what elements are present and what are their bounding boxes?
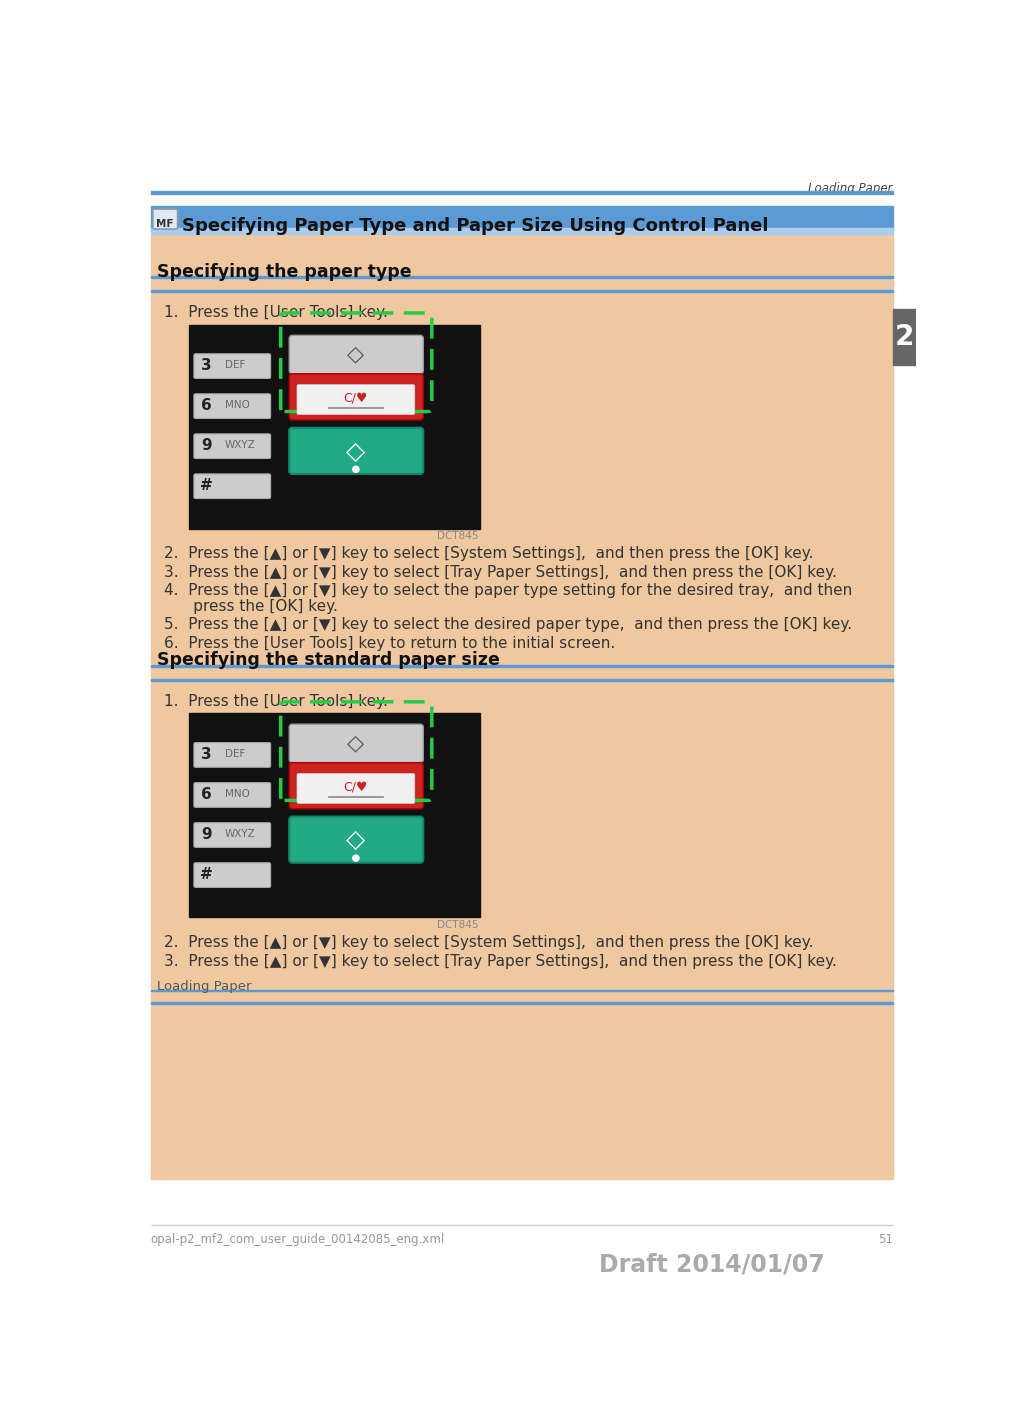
Text: Clear/Stop: Clear/Stop [320,766,392,780]
Text: 3: 3 [201,746,212,762]
FancyBboxPatch shape [193,823,271,847]
Text: ◇: ◇ [347,344,364,365]
Text: 3.  Press the [▲] or [▼] key to select [Tray Paper Settings],  and then press th: 3. Press the [▲] or [▼] key to select [T… [165,564,838,580]
FancyBboxPatch shape [153,209,177,229]
Text: 6.  Press the [User Tools] key to return to the initial screen.: 6. Press the [User Tools] key to return … [165,635,616,651]
Text: WXYZ: WXYZ [225,441,256,450]
Bar [189,713,479,918]
FancyBboxPatch shape [289,335,423,374]
FancyBboxPatch shape [193,743,271,767]
FancyBboxPatch shape [289,428,423,473]
Text: WXYZ: WXYZ [225,830,256,840]
Text: 6: 6 [201,787,212,801]
Text: 3.  Press the [▲] or [▼] key to select [Tray Paper Settings],  and then press th: 3. Press the [▲] or [▼] key to select [T… [165,953,838,969]
Text: 51: 51 [879,1233,893,1246]
Bar [151,990,893,992]
Text: #: # [200,867,213,882]
Bar [151,277,893,279]
Text: Specifying Paper Type and Paper Size Using Control Panel: Specifying Paper Type and Paper Size Usi… [181,217,768,234]
Text: Start: Start [339,816,373,828]
Text: 5.  Press the [▲] or [▼] key to select the desired paper type,  and then press t: 5. Press the [▲] or [▼] key to select th… [165,617,853,632]
Text: ◇: ◇ [346,828,365,853]
Text: 3: 3 [201,358,212,372]
Text: MNO: MNO [225,401,249,411]
FancyBboxPatch shape [289,763,423,809]
Text: User Tools: User Tools [321,726,391,740]
Text: 9: 9 [201,438,212,453]
FancyBboxPatch shape [193,433,271,459]
FancyBboxPatch shape [297,385,414,415]
Text: #: # [200,477,213,493]
Text: Specifying the standard paper size: Specifying the standard paper size [157,651,500,669]
Text: DCT845: DCT845 [437,919,478,929]
Bar [151,232,893,233]
Bar [189,324,479,529]
Text: Draft 2014/01/07: Draft 2014/01/07 [599,1252,825,1276]
FancyBboxPatch shape [297,773,414,803]
Text: 4.  Press the [▲] or [▼] key to select the paper type setting for the desired tr: 4. Press the [▲] or [▼] key to select th… [165,583,853,598]
Bar [151,1002,893,1003]
Text: MF: MF [157,219,174,229]
FancyBboxPatch shape [193,863,271,887]
Text: MNO: MNO [225,789,249,799]
FancyBboxPatch shape [193,473,271,499]
Text: DEF: DEF [225,749,245,759]
Text: 1.  Press the [User Tools] key.: 1. Press the [User Tools] key. [165,306,388,320]
Text: 9: 9 [201,827,212,841]
FancyBboxPatch shape [289,725,423,763]
Text: ◇: ◇ [347,733,364,753]
Text: User Tools: User Tools [321,338,391,351]
Circle shape [353,855,359,861]
Bar [893,310,916,365]
Text: press the [OK] key.: press the [OK] key. [165,598,338,614]
FancyBboxPatch shape [289,374,423,421]
Text: ◇: ◇ [346,439,365,463]
Text: 2: 2 [895,323,914,351]
Bar [151,192,893,193]
Bar [151,233,893,1179]
Bar [151,290,893,293]
Text: C/♥: C/♥ [344,392,367,405]
Text: Clear/Stop: Clear/Stop [320,377,392,391]
Bar [151,229,893,232]
Text: 1.  Press the [User Tools] key.: 1. Press the [User Tools] key. [165,693,388,709]
Text: 6: 6 [201,398,212,414]
Text: DEF: DEF [225,361,245,371]
Text: Loading Paper: Loading Paper [157,980,251,993]
Circle shape [353,466,359,472]
FancyBboxPatch shape [193,783,271,807]
Text: Start: Start [339,426,373,441]
Text: DCT845: DCT845 [437,531,478,541]
Text: opal-p2_mf2_com_user_guide_00142085_eng.xml: opal-p2_mf2_com_user_guide_00142085_eng.… [151,1233,445,1246]
Text: C/♥: C/♥ [344,780,367,794]
Bar [151,665,893,668]
Bar [151,206,893,230]
Text: Loading Paper: Loading Paper [808,182,893,195]
FancyBboxPatch shape [193,354,271,378]
Text: 2.  Press the [▲] or [▼] key to select [System Settings],  and then press the [O: 2. Press the [▲] or [▼] key to select [S… [165,546,814,561]
Text: Specifying the paper type: Specifying the paper type [157,263,411,280]
Text: 2.  Press the [▲] or [▼] key to select [System Settings],  and then press the [O: 2. Press the [▲] or [▼] key to select [S… [165,935,814,951]
FancyBboxPatch shape [289,817,423,863]
FancyBboxPatch shape [193,394,271,418]
Bar [151,679,893,681]
